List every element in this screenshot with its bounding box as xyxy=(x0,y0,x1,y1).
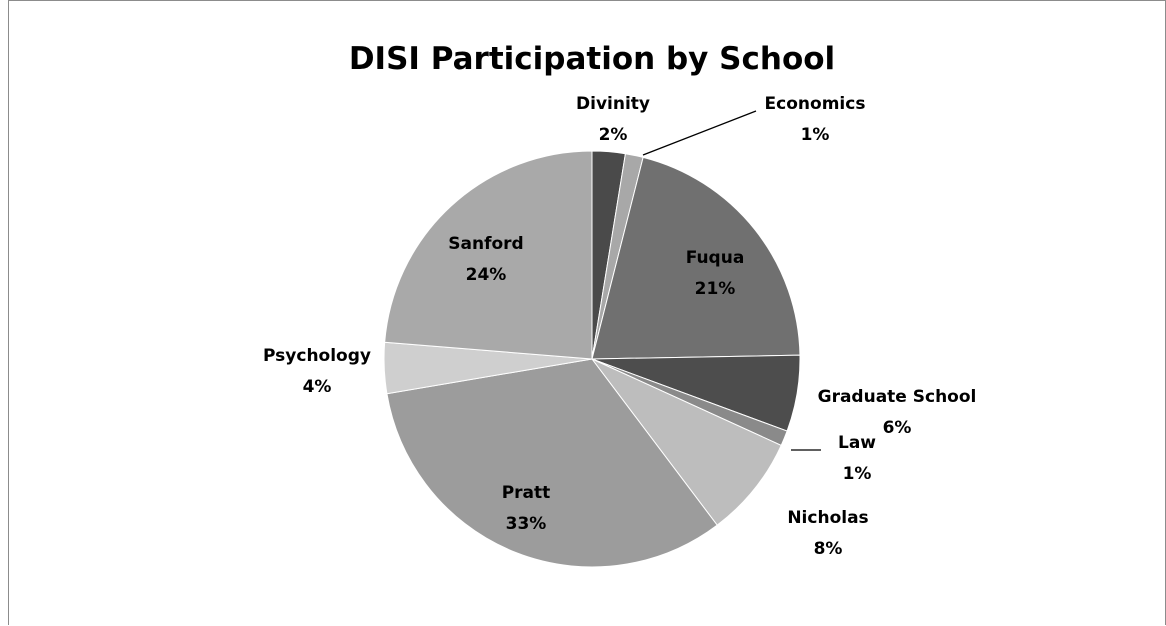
slice-label-name: Fuqua xyxy=(686,248,745,268)
slice-label-name: Economics xyxy=(765,94,866,114)
pie-slice-pratt xyxy=(386,358,718,568)
slice-label-name: Nicholas xyxy=(787,508,868,528)
slice-labels: Divinity 2% Economics 1% Fuqua 21% Graduate Sc… xyxy=(263,94,976,559)
pie-slice-sanford xyxy=(384,150,593,360)
leader-lines xyxy=(642,110,821,451)
slice-label-percent: 4% xyxy=(303,377,332,397)
slice-label-name: Sanford xyxy=(448,234,523,254)
slice-label-percent: 24% xyxy=(466,265,507,285)
slice-label-name: Law xyxy=(838,433,876,453)
slice-label-name: Divinity xyxy=(576,94,650,114)
chart-frame: DISI Participation by School Divinity 2% E… xyxy=(8,0,1166,625)
chart-title: DISI Participation by School xyxy=(349,41,835,77)
pie-slice-fuqua xyxy=(591,156,801,360)
slice-label-name: Pratt xyxy=(502,483,551,503)
slice-label-name: Psychology xyxy=(263,346,371,366)
pie-slices xyxy=(383,150,801,568)
slice-label-percent: 2% xyxy=(599,125,628,145)
slice-label-percent: 8% xyxy=(814,539,843,559)
pie-slice-nicholas xyxy=(591,358,782,526)
slice-label-percent: 1% xyxy=(801,125,830,145)
slice-label-percent: 6% xyxy=(883,418,912,438)
leader-line-economics xyxy=(642,110,757,156)
slice-label-percent: 1% xyxy=(843,464,872,484)
slice-label-name: Graduate School xyxy=(818,387,977,407)
slice-label-percent: 33% xyxy=(506,514,547,534)
pie-chart: DISI Participation by School Divinity 2% E… xyxy=(263,41,976,568)
slice-label-percent: 21% xyxy=(695,279,736,299)
